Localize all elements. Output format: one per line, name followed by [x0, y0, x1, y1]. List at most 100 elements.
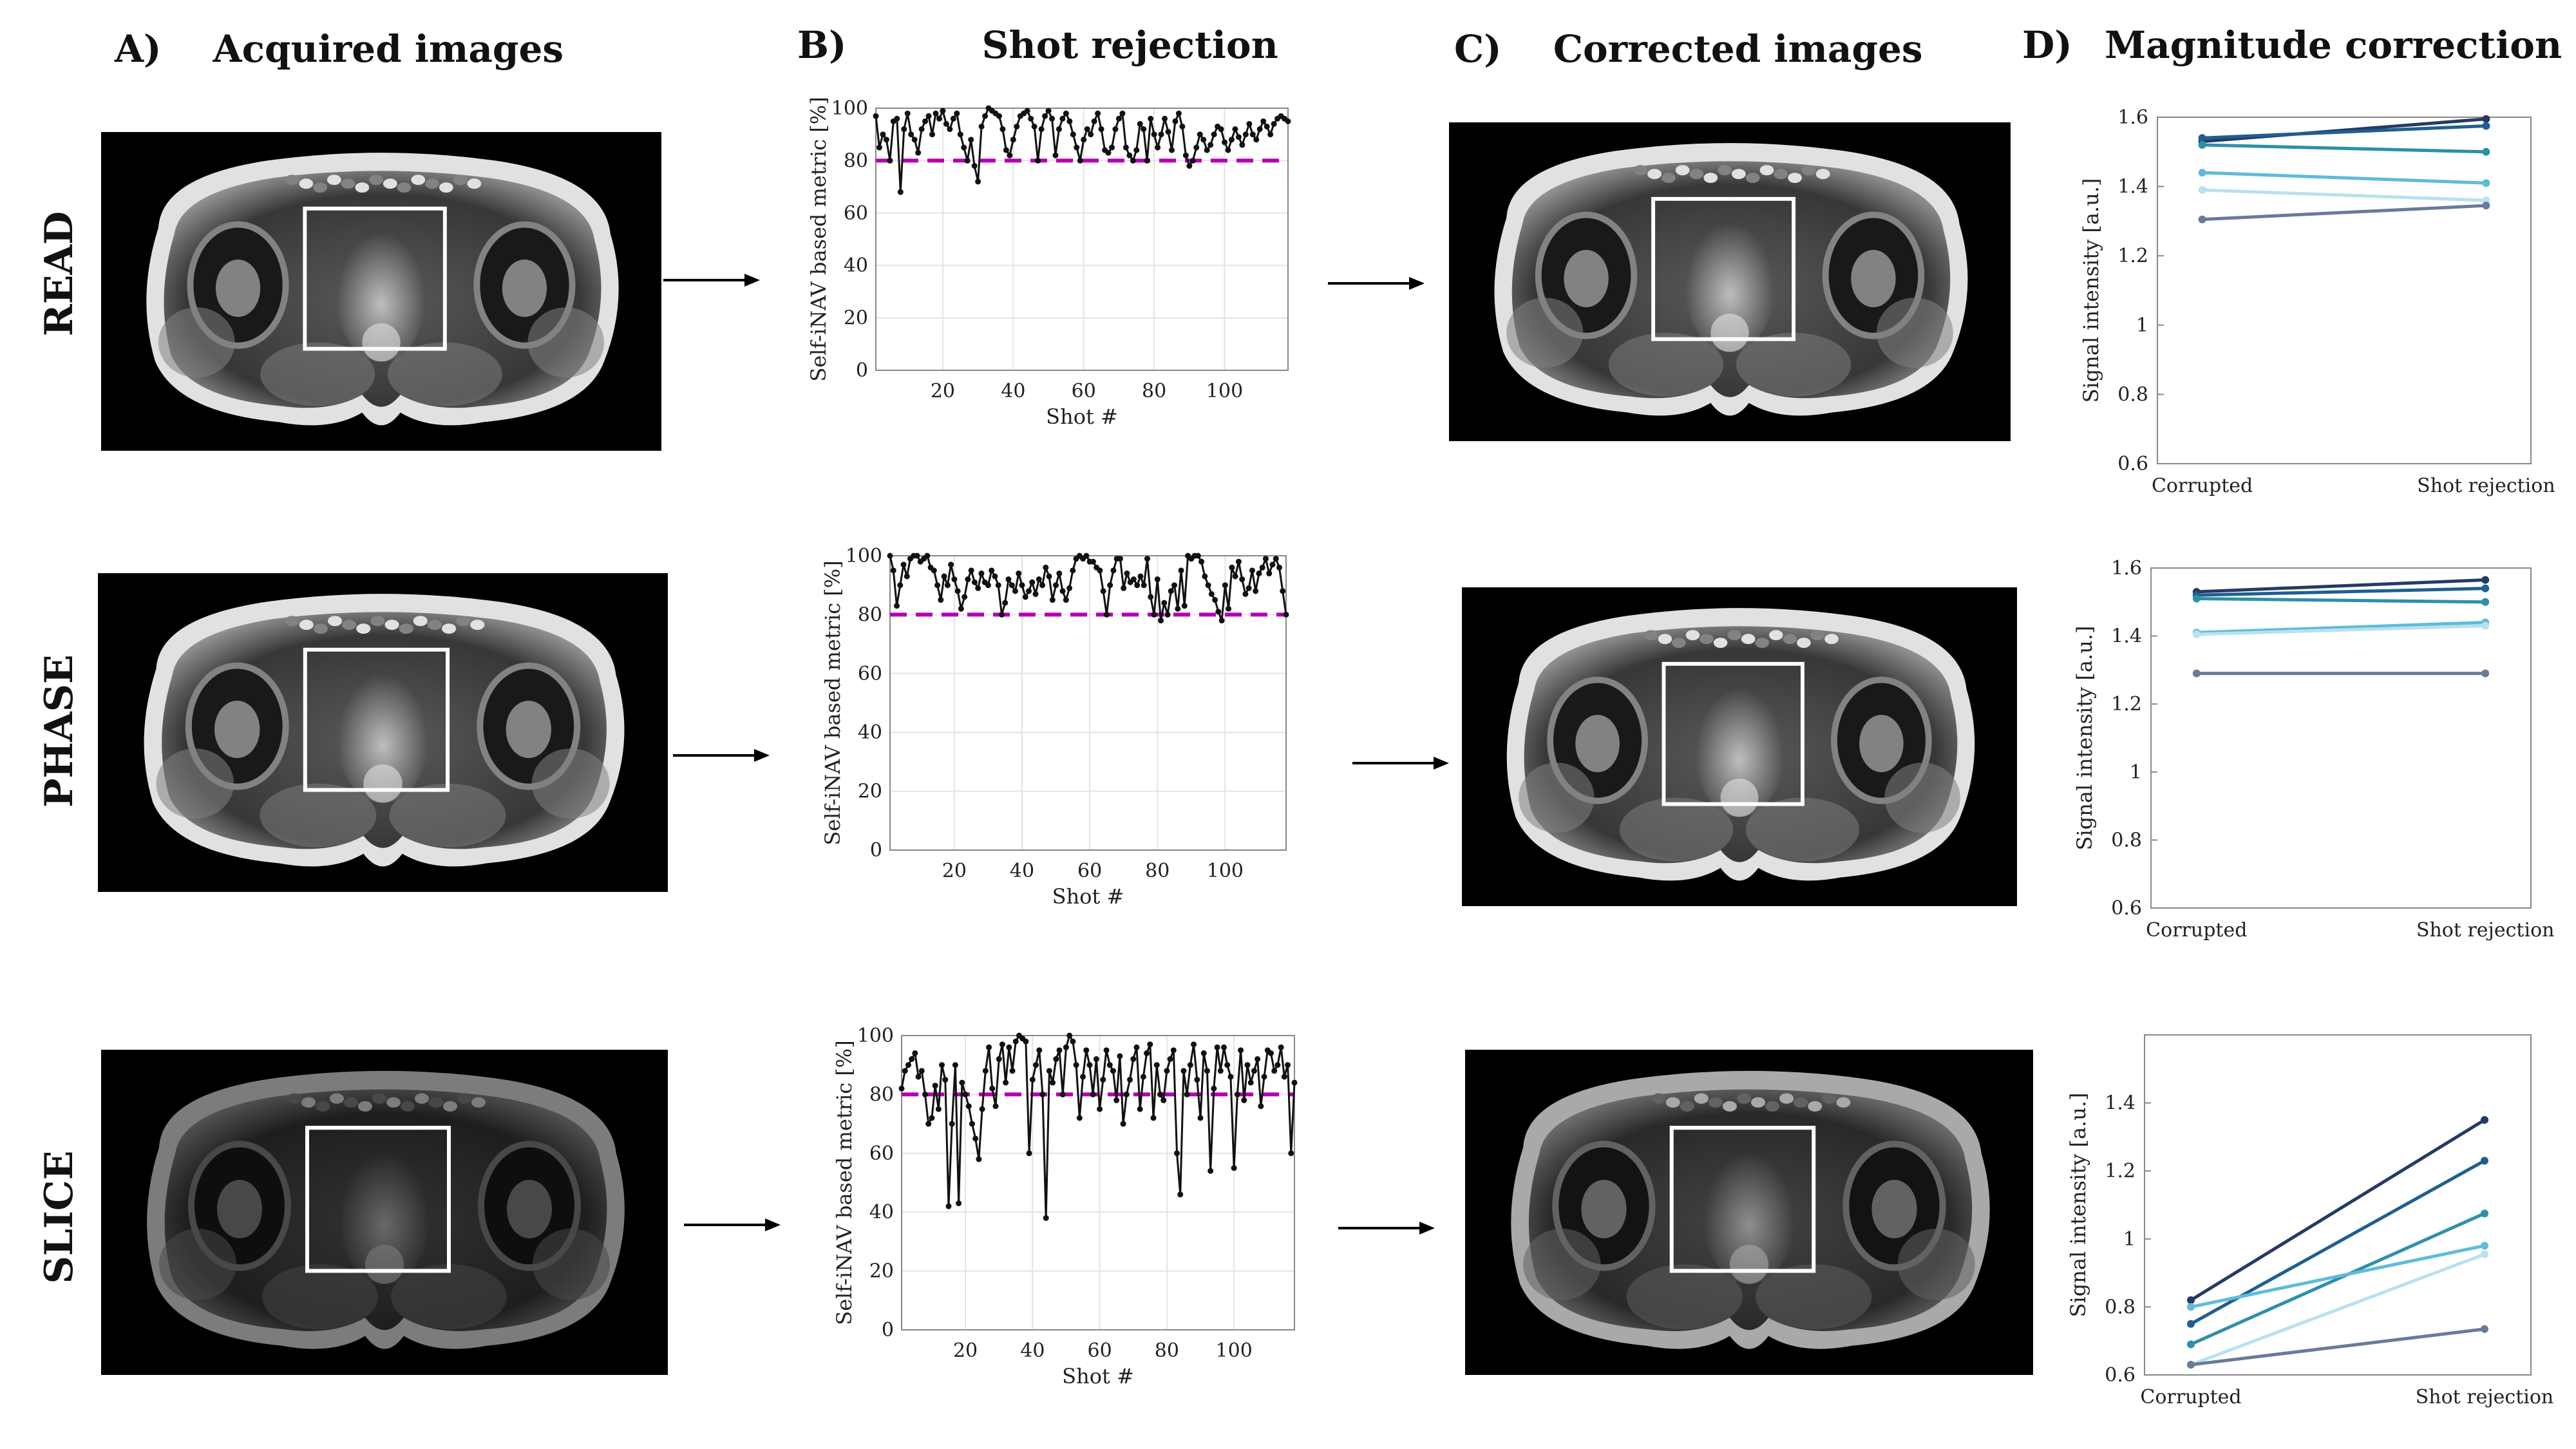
series-line — [2202, 124, 2486, 140]
data-point — [1137, 573, 1144, 580]
data-point — [1161, 600, 1168, 606]
y-tick-label: 60 — [858, 663, 882, 685]
data-point — [1080, 1074, 1086, 1080]
rectum — [1729, 1245, 1769, 1284]
data-point — [1204, 1068, 1210, 1074]
column-a-title: A) Acquired images — [115, 27, 564, 71]
gluteal-left — [260, 342, 375, 406]
bowel-loop — [470, 620, 485, 630]
data-point — [1009, 1068, 1016, 1074]
data-point — [958, 605, 964, 612]
arrow-right-icon — [673, 749, 770, 762]
column-d-title: D) Magnitude correction — [2022, 23, 2562, 67]
data-point — [952, 1062, 958, 1068]
column-b-text: Shot rejection — [981, 23, 1278, 67]
plot-frame — [901, 1035, 1295, 1331]
data-point — [1124, 570, 1130, 576]
bowel-loop — [386, 1097, 401, 1108]
data-point — [912, 1050, 918, 1056]
gluteal-right — [387, 342, 502, 406]
magnitude-chart-phase: 0.6 0.8 1 1.2 1.4 1.6 Corrupted Shot rejection S… — [2064, 557, 2560, 953]
rectum — [363, 764, 402, 803]
data-point — [880, 131, 886, 138]
data-point — [1003, 1079, 1009, 1086]
bowel-loop — [1661, 173, 1676, 184]
series-line — [2190, 1159, 2486, 1325]
data-point — [1222, 582, 1228, 589]
shot-rejection-chart-read: 0 20 40 60 80 100 20 40 60 80 100 Shot # Self-iNAV b… — [799, 97, 1294, 431]
data-point — [1239, 576, 1245, 583]
arrow-right-icon — [1352, 757, 1449, 770]
data-point — [995, 582, 1001, 589]
data-point — [1120, 1121, 1126, 1127]
data-point — [1137, 120, 1143, 127]
data-point — [1208, 591, 1215, 597]
data-point — [1175, 110, 1182, 117]
femoral-head-left — [217, 1180, 262, 1238]
column-d-letter: D) — [2022, 23, 2072, 67]
y-tick-label: 20 — [858, 781, 882, 803]
data-point — [1258, 1103, 1264, 1110]
corrected-image-phase — [1462, 587, 2017, 906]
data-point — [934, 582, 941, 589]
bowel-loop — [1708, 1097, 1723, 1108]
data-point — [1049, 115, 1056, 122]
data-point — [1244, 1062, 1251, 1068]
x-tick-label: Corrupted — [2140, 1386, 2241, 1408]
data-point — [1170, 1047, 1177, 1054]
y-tick-label: 0.6 — [2105, 1364, 2136, 1387]
series-line — [2202, 188, 2486, 202]
data-point — [996, 1056, 1002, 1063]
y-tick-label: 80 — [858, 603, 882, 626]
data-point — [1002, 600, 1009, 606]
data-point — [2481, 621, 2490, 630]
data-point — [1182, 152, 1189, 158]
x-tick-label: Shot rejection — [2416, 1386, 2554, 1408]
chart-svg: 0.6 0.8 1 1.2 1.4 1.6 Corrupted Shot rejection S… — [2079, 106, 2555, 497]
data-point — [1100, 1077, 1106, 1083]
data-point — [908, 131, 914, 138]
data-point — [1095, 110, 1101, 117]
arrow-right-icon — [663, 274, 760, 287]
data-point — [1241, 1097, 1247, 1104]
data-point — [2482, 115, 2490, 123]
data-point — [1232, 573, 1238, 580]
y-tick-label: 1.4 — [2111, 625, 2142, 648]
data-point — [969, 1121, 975, 1127]
bowel-loop — [370, 616, 385, 627]
data-point — [1076, 1115, 1083, 1121]
data-point — [1046, 573, 1052, 580]
data-point — [911, 137, 918, 143]
roi-box — [305, 1126, 451, 1273]
y-axis-label: Self-iNAV based metric [%] — [820, 560, 845, 845]
data-point — [1039, 582, 1046, 589]
data-point — [1070, 567, 1076, 574]
data-point — [2481, 1242, 2488, 1250]
data-point — [2198, 141, 2206, 149]
data-point — [1023, 1038, 1029, 1045]
data-point — [1291, 1079, 1298, 1086]
data-point — [1056, 1047, 1063, 1054]
data-point — [965, 1103, 972, 1110]
bowel-loop — [1836, 1097, 1851, 1108]
y-tick-label: 1 — [2136, 314, 2148, 337]
femoral-head-left — [1581, 1180, 1627, 1238]
data-point — [1134, 582, 1141, 589]
data-point — [2481, 1157, 2488, 1165]
data-point — [968, 567, 974, 574]
data-point — [979, 1106, 985, 1112]
data-point — [2481, 1325, 2488, 1333]
bowel-loop — [1810, 630, 1825, 641]
data-point — [900, 562, 907, 568]
data-point — [2481, 1116, 2488, 1124]
bowel-loop — [1727, 630, 1741, 641]
data-point — [1122, 144, 1129, 151]
femoral-head-right — [1851, 250, 1896, 308]
data-point — [933, 110, 939, 117]
data-point — [957, 131, 963, 138]
muscle-left — [156, 748, 234, 819]
data-point — [992, 1103, 999, 1110]
x-tick-label: 80 — [1155, 1340, 1179, 1362]
bowel-loop — [313, 623, 328, 634]
data-point — [1049, 597, 1056, 603]
